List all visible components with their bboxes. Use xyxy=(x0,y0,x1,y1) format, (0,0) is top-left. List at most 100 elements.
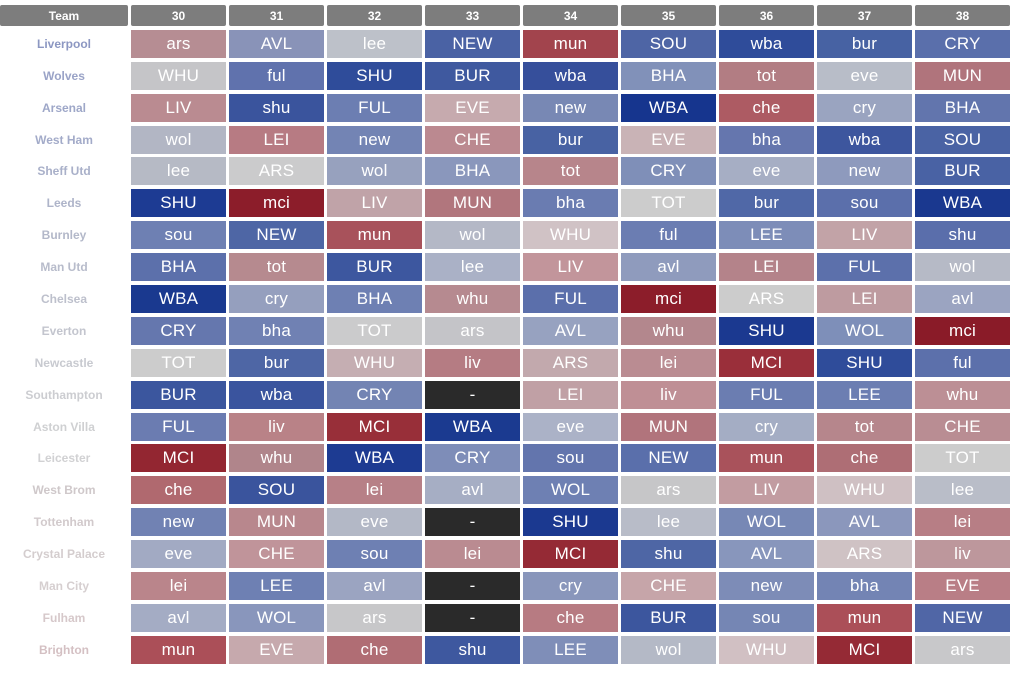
fixture-cell: new xyxy=(719,572,814,601)
fixture-cell: MCI xyxy=(131,444,226,473)
fixture-cell: ars xyxy=(915,635,1010,664)
fixture-cell: bur xyxy=(229,348,324,377)
fixture-cell: eve xyxy=(523,412,618,441)
fixture-cell: ars xyxy=(327,603,422,632)
fixture-cell: WHU xyxy=(817,476,912,505)
fixture-cell: AVL xyxy=(719,540,814,569)
fixture-cell: - xyxy=(425,603,520,632)
fixture-cell: MCI xyxy=(327,412,422,441)
fixture-cell: whu xyxy=(621,316,716,345)
team-name: Brighton xyxy=(39,642,89,657)
fixture-cell: BHA xyxy=(327,285,422,314)
fixture-cell: BHA xyxy=(621,61,716,90)
fixture-cell: ARS xyxy=(523,348,618,377)
fixture-cell: SOU xyxy=(915,125,1010,154)
fixture-cell: tot xyxy=(229,253,324,282)
team-name: Tottenham xyxy=(33,515,95,530)
fixture-cell: CRY xyxy=(621,157,716,186)
fixture-cell: lei xyxy=(327,476,422,505)
fixture-cell: AVL xyxy=(229,29,324,58)
fixture-cell: BUR xyxy=(915,157,1010,186)
team-name: Aston Villa xyxy=(33,419,95,434)
fixture-cell: - xyxy=(425,508,520,537)
fixture-cell: MCI xyxy=(523,540,618,569)
gameweek-header: 32 xyxy=(327,5,422,26)
team-name: Crystal Palace xyxy=(22,547,106,562)
fixture-cell: LEI xyxy=(229,125,324,154)
fixture-cell: BHA xyxy=(131,253,226,282)
fixture-cell: WHU xyxy=(131,61,226,90)
fixture-cell: bha xyxy=(817,572,912,601)
fixture-cell: bur xyxy=(719,189,814,218)
fixture-cell: WBA xyxy=(327,444,422,473)
fixture-cell: EVE xyxy=(915,572,1010,601)
team-name: Arsenal xyxy=(41,100,87,115)
fixture-cell: LIV xyxy=(523,253,618,282)
fixture-cell: tot xyxy=(523,157,618,186)
fixture-cell: LEE xyxy=(523,635,618,664)
fixture-cell: MUN xyxy=(229,508,324,537)
fixture-cell: SOU xyxy=(621,29,716,58)
fixture-cell: LEI xyxy=(719,253,814,282)
fixture-cell: lei xyxy=(425,540,520,569)
fixture-cell: mun xyxy=(719,444,814,473)
fixture-cell: WBA xyxy=(915,189,1010,218)
fixture-cell: TOT xyxy=(327,316,422,345)
fixture-cell: eve xyxy=(719,157,814,186)
fixture-cell: whu xyxy=(229,444,324,473)
fixture-cell: LEI xyxy=(817,285,912,314)
fixture-cell: WOL xyxy=(719,508,814,537)
fixture-cell: LIV xyxy=(131,93,226,122)
fixture-cell: eve xyxy=(817,61,912,90)
fixture-cell: NEW xyxy=(915,603,1010,632)
fixture-cell: SHU xyxy=(719,316,814,345)
fixture-cell: ful xyxy=(229,61,324,90)
gameweek-header: 31 xyxy=(229,5,324,26)
team-name: Southampton xyxy=(25,387,103,402)
fixture-cell: CRY xyxy=(915,29,1010,58)
fixture-cell: che xyxy=(719,93,814,122)
fixture-cell: bha xyxy=(719,125,814,154)
team-name: Newcastle xyxy=(34,355,94,370)
fixture-cell: EVE xyxy=(621,125,716,154)
fixture-cell: WHU xyxy=(719,635,814,664)
team-name: Burnley xyxy=(41,228,87,243)
fixture-cell: CRY xyxy=(425,444,520,473)
fixture-difficulty-grid: Team 30 31 32 33 34 35 36 37 38 Liverpoo… xyxy=(0,5,1010,664)
fixture-cell: FUL xyxy=(523,285,618,314)
fixture-cell: SOU xyxy=(229,476,324,505)
fixture-cell: SHU xyxy=(523,508,618,537)
team-name: Man City xyxy=(38,579,89,594)
fixture-cell: EVE xyxy=(229,635,324,664)
team-name: Leicester xyxy=(37,451,91,466)
fixture-cell: lei xyxy=(915,508,1010,537)
fixture-cell: cry xyxy=(523,572,618,601)
fixture-cell: bur xyxy=(817,29,912,58)
fixture-cell: LEE xyxy=(719,221,814,250)
fixture-cell: shu xyxy=(915,221,1010,250)
fixture-cell: wol xyxy=(327,157,422,186)
fixture-cell: avl xyxy=(327,572,422,601)
fixture-cell: che xyxy=(131,476,226,505)
fixture-cell: BHA xyxy=(915,93,1010,122)
fixture-cell: WHU xyxy=(327,348,422,377)
fixture-cell: sou xyxy=(131,221,226,250)
fixture-cell: MUN xyxy=(915,61,1010,90)
gameweek-header: 38 xyxy=(915,5,1010,26)
fixture-cell: mun xyxy=(523,29,618,58)
gameweek-header: 36 xyxy=(719,5,814,26)
fixture-cell: wba xyxy=(817,125,912,154)
fixture-cell: - xyxy=(425,380,520,409)
fixture-cell: LIV xyxy=(817,221,912,250)
fixture-cell: BUR xyxy=(621,603,716,632)
fixture-cell: mun xyxy=(131,635,226,664)
fixture-cell: tot xyxy=(719,61,814,90)
fixture-cell: tot xyxy=(817,412,912,441)
gameweek-header: 34 xyxy=(523,5,618,26)
fixture-cell: TOT xyxy=(621,189,716,218)
team-name: Wolves xyxy=(43,68,85,83)
fixture-cell: ful xyxy=(915,348,1010,377)
fixture-cell: wol xyxy=(621,635,716,664)
fixture-cell: MCI xyxy=(817,635,912,664)
fixture-cell: wba xyxy=(229,380,324,409)
